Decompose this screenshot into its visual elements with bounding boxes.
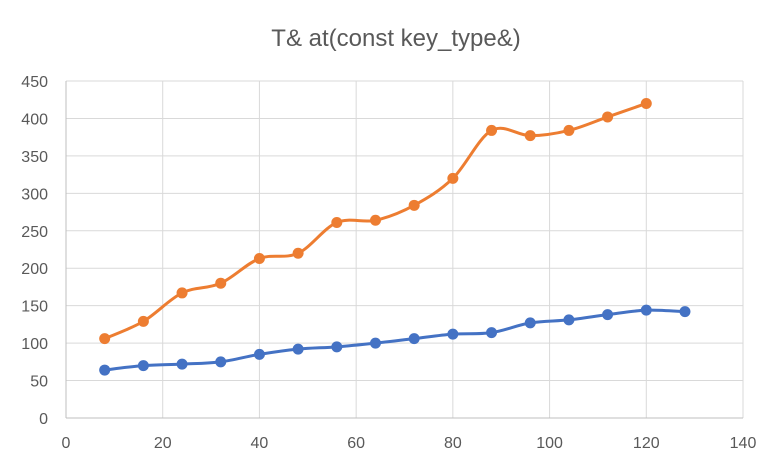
y-tick-label: 400 [21,111,48,128]
series-1-point [679,306,690,317]
series-2-point [138,316,149,327]
x-tick-label: 20 [154,435,172,452]
series-2-point [331,217,342,228]
x-tick-label: 0 [62,435,71,452]
x-tick-label: 140 [730,435,757,452]
series-1-point [563,314,574,325]
series-1-point [331,341,342,352]
series-2-point [409,200,420,211]
series-1-point [370,338,381,349]
y-tick-label: 300 [21,186,48,203]
axes [66,81,743,418]
y-tick-label: 350 [21,149,48,166]
y-tick-label: 150 [21,299,48,316]
series-2-point [641,98,652,109]
series-1-point [525,317,536,328]
series-1 [99,305,690,376]
series-2-point [486,125,497,136]
series-1-point [99,365,110,376]
series-2-point [254,253,265,264]
y-tick-label: 50 [30,374,48,391]
series-2-point [370,215,381,226]
series-2-point [293,248,304,259]
data-series [99,98,690,376]
series-1-point [602,309,613,320]
series-2-point [177,287,188,298]
series-1-point [254,349,265,360]
y-tick-label: 250 [21,224,48,241]
gridlines [66,81,743,418]
y-tick-label: 0 [39,411,48,428]
series-1-point [409,333,420,344]
series-1-point [177,359,188,370]
y-tick-label: 100 [21,336,48,353]
y-tick-label: 200 [21,261,48,278]
series-2-point [525,130,536,141]
chart-title: T& at(const key_type&) [271,25,520,52]
series-2-point [215,278,226,289]
series-2-point [563,125,574,136]
x-tick-label: 60 [347,435,365,452]
series-1-point [641,305,652,316]
series-2 [99,98,652,344]
series-2-point [602,111,613,122]
y-tick-label: 450 [21,74,48,91]
x-tick-label: 40 [251,435,269,452]
x-tick-label: 120 [633,435,660,452]
series-1-point [486,327,497,338]
x-tick-label: 100 [536,435,563,452]
series-2-point [447,173,458,184]
series-1-line [105,310,685,370]
series-1-point [138,360,149,371]
series-1-point [215,356,226,367]
x-tick-label: 80 [444,435,462,452]
series-2-point [99,333,110,344]
y-axis-tick-labels: 0 50 100 150 200 250 300 350 400 450 [21,74,48,428]
series-1-point [293,344,304,355]
x-axis-tick-labels: 0 20 40 60 80 100 120 140 [62,435,757,452]
series-1-point [447,329,458,340]
